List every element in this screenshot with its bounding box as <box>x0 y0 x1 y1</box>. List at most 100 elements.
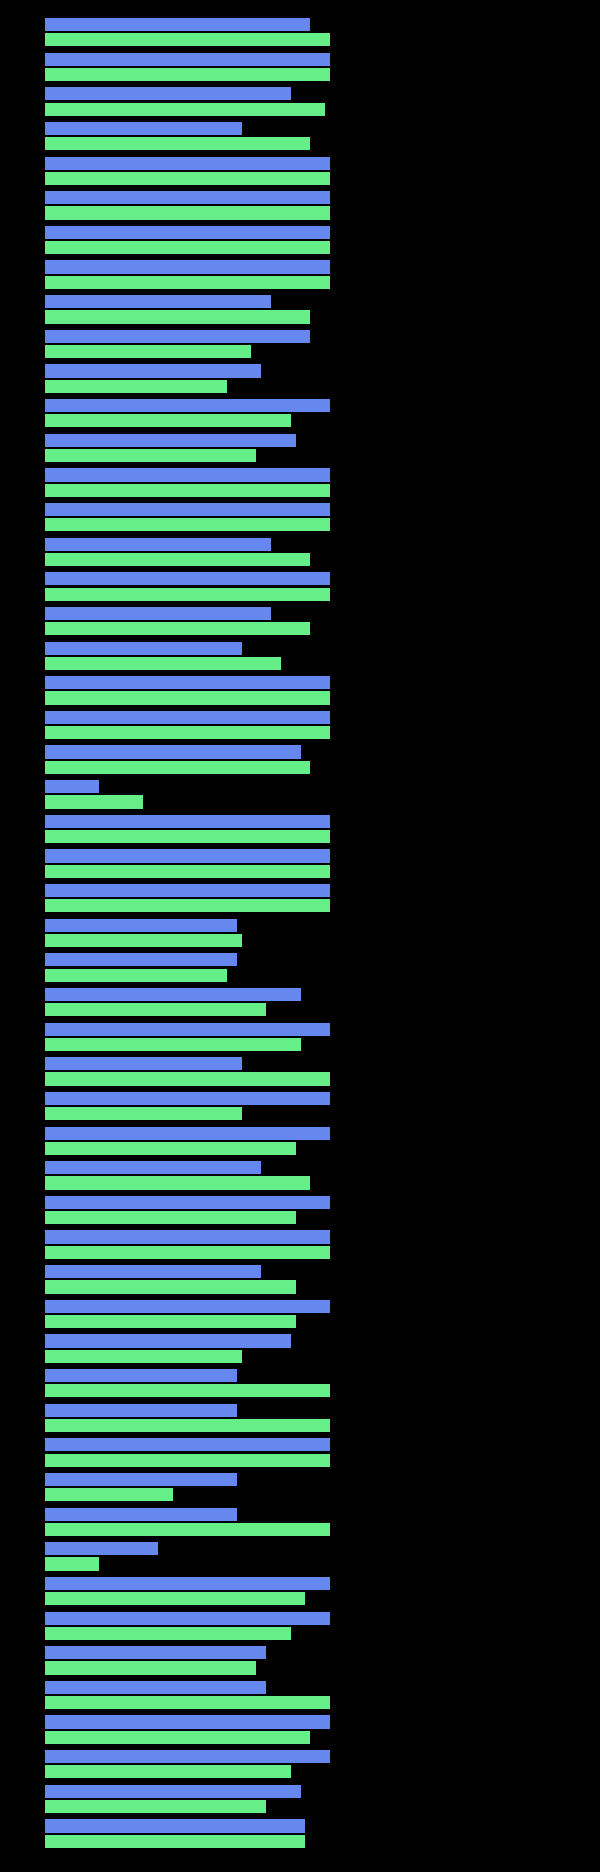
Bar <box>45 1591 305 1606</box>
Bar <box>45 1765 290 1778</box>
Bar <box>45 1383 330 1397</box>
Bar <box>45 1645 266 1659</box>
Bar <box>45 829 330 842</box>
Bar <box>45 504 330 517</box>
Bar <box>45 934 242 947</box>
Bar <box>45 1507 236 1520</box>
Bar <box>45 1453 330 1466</box>
Bar <box>45 296 271 309</box>
Bar <box>45 1404 236 1417</box>
Bar <box>45 1196 330 1209</box>
Bar <box>45 745 301 758</box>
Bar <box>45 88 290 101</box>
Bar <box>45 519 330 532</box>
Bar <box>45 157 330 170</box>
Bar <box>45 1627 290 1640</box>
Bar <box>45 275 330 288</box>
Bar <box>45 711 330 724</box>
Bar <box>45 1612 330 1625</box>
Bar <box>45 573 330 586</box>
Bar <box>45 726 330 739</box>
Bar <box>45 1835 305 1848</box>
Bar <box>45 899 330 912</box>
Bar <box>45 260 330 273</box>
Bar <box>45 1438 330 1451</box>
Bar <box>45 588 330 601</box>
Bar <box>45 1176 310 1189</box>
Bar <box>45 850 330 863</box>
Bar <box>45 1488 173 1501</box>
Bar <box>45 19 310 32</box>
Bar <box>45 676 330 689</box>
Bar <box>45 206 330 219</box>
Bar <box>45 103 325 116</box>
Bar <box>45 1558 99 1571</box>
Bar <box>45 1543 158 1556</box>
Bar <box>45 483 330 496</box>
Bar <box>45 1265 261 1279</box>
Bar <box>45 1681 266 1694</box>
Bar <box>45 607 271 620</box>
Bar <box>45 329 310 343</box>
Bar <box>45 1660 256 1675</box>
Bar <box>45 468 330 481</box>
Bar <box>45 1058 242 1071</box>
Bar <box>45 1003 266 1016</box>
Bar <box>45 760 310 773</box>
Bar <box>45 622 310 635</box>
Bar <box>45 1801 266 1814</box>
Bar <box>45 1576 330 1589</box>
Bar <box>45 1245 330 1258</box>
Bar <box>45 657 281 670</box>
Bar <box>45 865 330 878</box>
Bar <box>45 344 251 358</box>
Bar <box>45 365 261 378</box>
Bar <box>45 122 242 135</box>
Bar <box>45 311 310 324</box>
Bar <box>45 137 310 150</box>
Bar <box>45 1091 330 1104</box>
Bar <box>45 414 290 427</box>
Bar <box>45 1335 290 1348</box>
Bar <box>45 1732 310 1745</box>
Bar <box>45 552 310 565</box>
Bar <box>45 919 236 932</box>
Bar <box>45 380 227 393</box>
Bar <box>45 968 227 981</box>
Bar <box>45 953 236 966</box>
Bar <box>45 537 271 550</box>
Bar <box>45 1696 330 1709</box>
Bar <box>45 1022 330 1035</box>
Bar <box>45 1127 330 1140</box>
Bar <box>45 67 330 80</box>
Bar <box>45 1473 236 1486</box>
Bar <box>45 191 330 204</box>
Bar <box>45 434 296 447</box>
Bar <box>45 781 99 794</box>
Bar <box>45 642 242 655</box>
Bar <box>45 1037 301 1050</box>
Bar <box>45 1314 296 1327</box>
Bar <box>45 449 256 462</box>
Bar <box>45 34 330 47</box>
Bar <box>45 1230 330 1243</box>
Bar <box>45 172 330 185</box>
Bar <box>45 1073 330 1086</box>
Bar <box>45 1419 330 1432</box>
Bar <box>45 1280 296 1294</box>
Bar <box>45 814 330 827</box>
Bar <box>45 399 330 412</box>
Bar <box>45 1211 296 1224</box>
Bar <box>45 1715 330 1728</box>
Bar <box>45 1522 330 1537</box>
Bar <box>45 884 330 897</box>
Bar <box>45 1784 301 1797</box>
Bar <box>45 1350 242 1363</box>
Bar <box>45 1106 242 1119</box>
Bar <box>45 1299 330 1312</box>
Bar <box>45 1368 236 1382</box>
Bar <box>45 796 143 809</box>
Bar <box>45 1142 296 1155</box>
Bar <box>45 1161 261 1174</box>
Bar <box>45 691 330 704</box>
